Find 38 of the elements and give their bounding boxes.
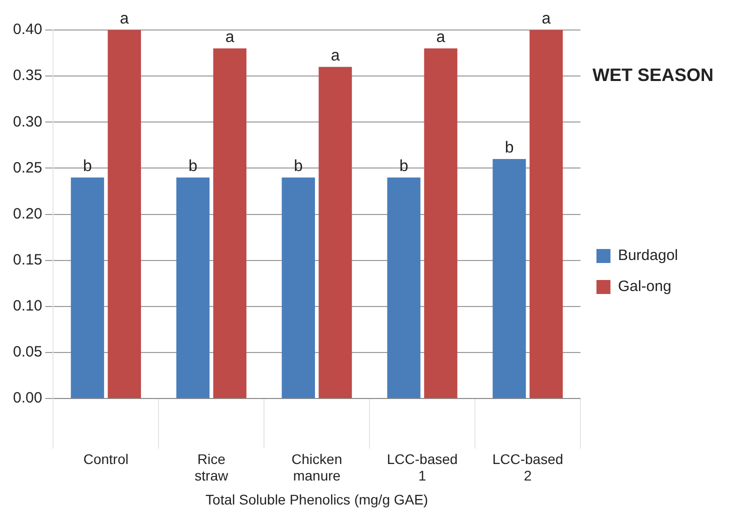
bar <box>70 177 104 398</box>
legend-label: Gal-ong <box>618 278 672 296</box>
x-axis-title: Total Soluble Phenolics (mg/g GAE) <box>206 491 428 508</box>
y-tick-label: 0.15 <box>12 252 42 269</box>
data-label: a <box>542 10 551 28</box>
data-label: a <box>330 47 340 64</box>
x-tick-label: LCC-based 1 <box>386 450 458 484</box>
data-label: a <box>120 10 129 28</box>
y-tick-label: 0.00 <box>12 390 42 407</box>
text: WET SEASON <box>592 65 714 86</box>
data-label: a <box>436 28 446 46</box>
data-label: b <box>188 158 198 175</box>
bar <box>530 30 563 398</box>
bar <box>387 177 420 398</box>
legend-label: Burdagol <box>618 247 678 264</box>
bar <box>108 30 141 398</box>
data-label: b <box>504 139 514 156</box>
y-tick-label: 0.35 <box>12 67 42 84</box>
bar <box>176 177 210 398</box>
bar <box>492 159 526 398</box>
bar <box>213 48 246 398</box>
bar <box>318 66 352 398</box>
y-tick-label: 0.40 <box>12 21 42 38</box>
y-tick-label: 0.20 <box>12 205 42 222</box>
data-label: b <box>294 158 303 175</box>
data-label: b <box>83 158 92 175</box>
data-label: b <box>399 158 408 175</box>
bar <box>424 48 458 398</box>
y-tick-label: 0.05 <box>12 344 42 361</box>
x-tick-label: LCC-based 2 <box>492 450 564 484</box>
x-tick-label: Rice straw <box>194 450 229 484</box>
y-tick-label: 0.25 <box>12 159 42 176</box>
y-tick-label: 0.10 <box>12 298 42 315</box>
x-tick-label: Chicken manure <box>292 450 342 484</box>
y-tick-label: 0.30 <box>12 113 42 130</box>
bar <box>282 177 315 398</box>
x-tick-label: Control <box>83 450 128 467</box>
data-label: a <box>225 28 234 46</box>
